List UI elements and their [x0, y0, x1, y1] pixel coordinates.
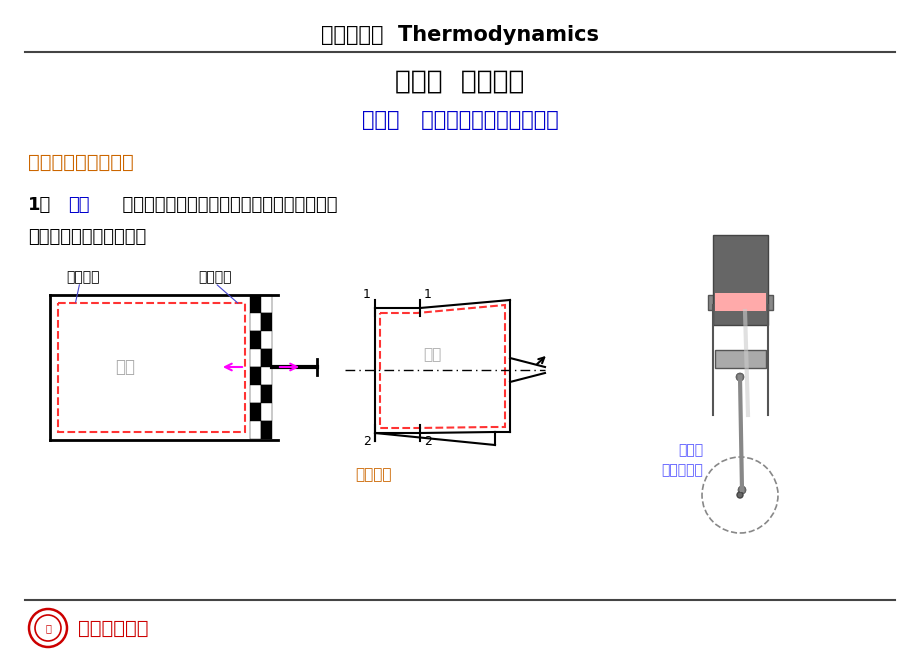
Circle shape [736, 492, 743, 498]
Bar [712, 235, 767, 325]
Bar [250, 367, 261, 385]
Bar [250, 349, 261, 367]
Text: 1: 1 [363, 288, 370, 301]
Bar [708, 295, 772, 310]
Text: 固定边界: 固定边界 [66, 270, 99, 284]
Bar [250, 295, 261, 313]
Bar [250, 421, 261, 439]
Bar [261, 331, 272, 349]
Bar [250, 331, 261, 349]
Text: 移动边界: 移动边界 [198, 270, 232, 284]
Text: 人为划定的一定范围内的研究对象称为热力系: 人为划定的一定范围内的研究对象称为热力系 [110, 196, 337, 214]
Bar [714, 350, 766, 368]
Bar [714, 293, 766, 311]
Circle shape [735, 373, 743, 381]
Text: 工程热力学  Thermodynamics: 工程热力学 Thermodynamics [321, 25, 598, 45]
Bar [261, 367, 272, 385]
Bar [250, 403, 261, 421]
Bar [720, 288, 725, 300]
Text: 活塞式: 活塞式 [677, 443, 702, 457]
Text: 西: 西 [45, 623, 51, 633]
Bar [261, 349, 272, 367]
Bar [261, 403, 272, 421]
Text: 2: 2 [424, 435, 431, 448]
Bar [261, 313, 272, 331]
Text: 热力系统: 热力系统 [355, 467, 391, 482]
Text: 2: 2 [363, 435, 370, 448]
Text: 1、: 1、 [28, 196, 51, 214]
Bar [261, 385, 272, 403]
Text: 定义: 定义 [68, 196, 89, 214]
Text: 系统: 系统 [115, 358, 135, 376]
Bar [250, 385, 261, 403]
Bar [261, 295, 272, 313]
Text: 统，简称热力系或系统。: 统，简称热力系或系统。 [28, 228, 146, 246]
Text: 西安交通大学: 西安交通大学 [78, 618, 148, 637]
Text: 系统: 系统 [423, 348, 440, 363]
Bar [250, 313, 261, 331]
Text: 一、热力系统与工质: 一、热力系统与工质 [28, 152, 133, 171]
Text: 制冷压缩机: 制冷压缩机 [661, 463, 702, 477]
Text: 第一节   热力系、状态与状态参数: 第一节 热力系、状态与状态参数 [361, 110, 558, 130]
Text: 1: 1 [424, 288, 431, 301]
Bar [754, 288, 759, 300]
Text: 第一章  基本概念: 第一章 基本概念 [395, 69, 524, 95]
Circle shape [737, 486, 745, 494]
Bar [261, 421, 272, 439]
